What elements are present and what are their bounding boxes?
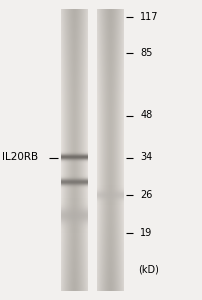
Text: 19: 19 [140, 227, 153, 238]
Text: 48: 48 [140, 110, 153, 121]
Text: IL20RB: IL20RB [2, 152, 38, 163]
Text: (kD): (kD) [138, 265, 159, 275]
Text: 117: 117 [140, 11, 159, 22]
Text: 26: 26 [140, 190, 153, 200]
Text: 34: 34 [140, 152, 153, 163]
Text: 85: 85 [140, 47, 153, 58]
